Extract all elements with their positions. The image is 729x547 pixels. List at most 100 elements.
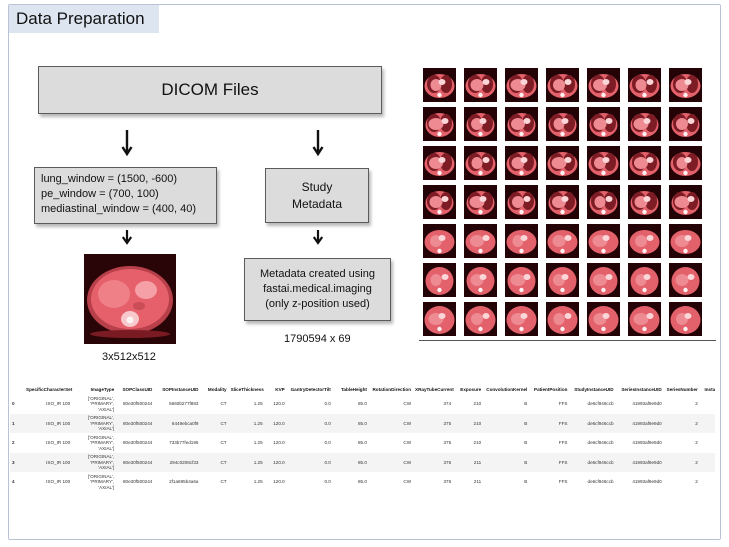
ct-thumbnail: [587, 107, 620, 141]
ct-thumbnail: [546, 107, 579, 141]
table-cell: de6cf946ccb: [587, 401, 614, 407]
table-cell: 376: [413, 452, 454, 472]
ct-thumbnail: [505, 224, 538, 258]
table-cell: 1.25: [228, 413, 265, 433]
table-cell: 80e30f500244: [122, 401, 153, 407]
ct-thumbnail: [464, 263, 497, 297]
study-label: Study: [301, 179, 333, 194]
table-cell: de6cf946ccb: [587, 479, 614, 485]
table-header-cell: XRayTubeCurrent: [415, 386, 454, 392]
table-cell: 0.0: [324, 479, 331, 485]
table-cell: de6cf946ccb: [569, 413, 616, 433]
table-cell: 6449ebca0f9: [154, 413, 201, 433]
ct-thumbnail: [628, 185, 661, 219]
ct-thumbnail: [423, 146, 456, 180]
image-type-line: ['ORIGINAL',: [88, 454, 115, 459]
table-header-cell: Instan: [704, 386, 715, 392]
table-cell: 374: [443, 401, 452, 407]
table-cell: 2: [663, 452, 700, 472]
table-cell: CT: [200, 452, 229, 472]
ct-thumbnail: [423, 263, 456, 297]
table-cell-empty: [700, 433, 715, 453]
table-cell: FFS: [529, 413, 570, 433]
ct-thumbnail: [669, 185, 702, 219]
image-type-line: 'AXIAL']: [98, 426, 115, 431]
table-cell: 2: [695, 401, 698, 407]
ct-thumbnail: [546, 185, 579, 219]
row-index: 4: [12, 479, 15, 485]
table-cell: 210: [473, 401, 482, 407]
image-type-line: 'PRIMARY',: [90, 479, 115, 484]
table-header-cell: StudyInstanceUID: [574, 386, 614, 392]
ct-thumbnail: [546, 302, 579, 336]
down-arrow-icon: [121, 130, 133, 157]
study-metadata-box: Study Metadata: [265, 168, 369, 223]
ct-thumbnail: [587, 185, 620, 219]
table-cell: B: [483, 452, 530, 472]
table-cell: 2: [695, 440, 698, 446]
table-cell: ISO_IR 100: [46, 479, 71, 485]
ct-thumbnail: [669, 68, 702, 102]
table-cell: 210: [453, 413, 484, 433]
metadata-table: SpecificCharacterSet ImageType SOPClassUID…: [10, 384, 715, 494]
table-body: 0 ISO_IR 100 ['ORIGINAL', 'PRIMARY', 'AXIAL'…: [10, 394, 715, 492]
table-cell: 85.0: [357, 401, 367, 407]
table-row: 3 ISO_IR 100 ['ORIGINAL', 'PRIMARY', 'AXIAL'…: [10, 452, 715, 472]
ct-thumbnail: [423, 68, 456, 102]
meta-line-3: (only z-position used): [265, 298, 370, 310]
row-index: 0: [12, 401, 15, 407]
table-cell: 41993af9e9d0: [632, 401, 662, 407]
table-row: 1 ISO_IR 100 ['ORIGINAL', 'PRIMARY', 'AXIAL'…: [10, 413, 715, 433]
table-cell: 120.0: [264, 413, 287, 433]
table-cell: CT: [220, 479, 227, 485]
mediastinal-window-label: mediastinal_window = (400, 40): [41, 203, 197, 215]
table-cell: B: [524, 401, 528, 407]
table-cell: B: [524, 479, 528, 485]
grid-divider: [419, 340, 716, 341]
lung-window-label: lung_window = (1500, -600): [41, 173, 178, 185]
image-type-line: 'PRIMARY',: [90, 440, 115, 445]
image-size-caption: 3x512x512: [102, 351, 156, 363]
table-cell: 41993af9e9d0: [632, 479, 662, 485]
metadata-size-caption: 1790594 x 69: [284, 333, 351, 345]
image-type-line: 'PRIMARY',: [90, 401, 115, 406]
table-cell: 80e30f500244: [122, 440, 153, 446]
ct-thumbnail: [505, 263, 538, 297]
image-type-line: ['ORIGINAL',: [88, 473, 115, 479]
table-cell: 1.25: [253, 479, 263, 485]
table-cell: CT: [200, 413, 229, 433]
table-header-cell: ConvolutionKernel: [486, 386, 528, 392]
table-cell: 85.0: [357, 479, 367, 485]
table-cell: 1.25: [253, 440, 263, 446]
table-cell: 733b77fed195: [169, 440, 199, 446]
table-cell: 41993af9e9d0: [615, 413, 664, 433]
ct-thumbnail: [505, 302, 538, 336]
ct-thumbnail: [505, 185, 538, 219]
table-cell: 120.0: [273, 401, 285, 407]
row-index: 2: [12, 440, 15, 446]
table-header-cell: PatientPosition: [534, 386, 568, 392]
image-type-line: 'AXIAL']: [98, 484, 115, 490]
table-cell: ISO_IR 100: [46, 401, 71, 407]
ct-thumbnail: [546, 146, 579, 180]
table-cell: 80e30f500244: [116, 413, 155, 433]
image-type-line: 'AXIAL']: [98, 406, 115, 412]
down-arrow-icon: [312, 130, 324, 157]
ct-thumbnail: [464, 107, 497, 141]
table-cell: 41993af9e9d0: [632, 440, 662, 446]
table-cell-empty: [700, 394, 715, 414]
ct-thumbnail: [628, 302, 661, 336]
ct-thumbnail: [669, 107, 702, 141]
table-cell: 85.0: [332, 452, 369, 472]
ct-thumbnail: [628, 263, 661, 297]
image-type-line: 'AXIAL']: [98, 445, 115, 451]
slide-title: Data Preparation: [9, 5, 159, 33]
table-cell: FFS: [529, 452, 570, 472]
down-arrow-icon: [121, 230, 133, 245]
table-cell: FFS: [558, 440, 568, 446]
ct-thumbnail: [587, 68, 620, 102]
table-header-cell: TableHeight: [340, 386, 367, 392]
ct-thumbnail: [546, 68, 579, 102]
ct-thumbnail: [587, 302, 620, 336]
table-cell: ISO_IR 100: [24, 452, 73, 472]
